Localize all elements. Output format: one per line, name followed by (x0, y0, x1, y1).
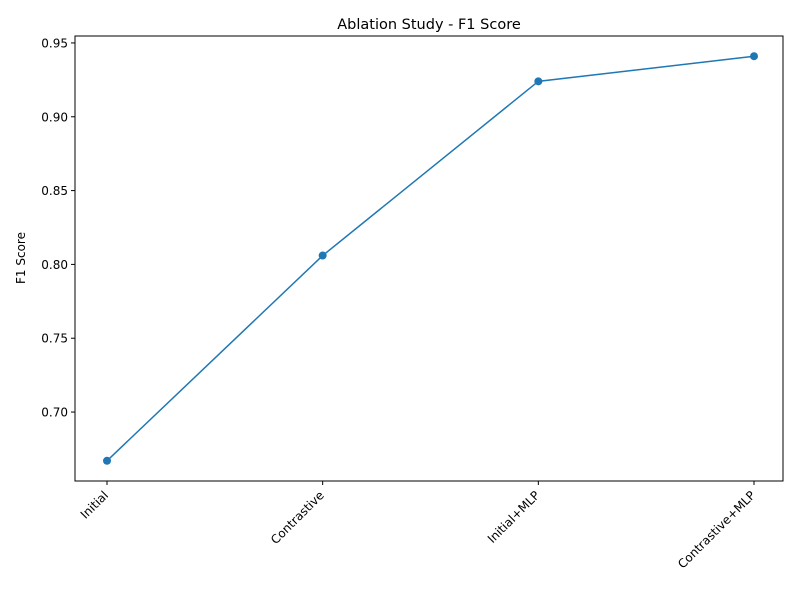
x-tick-label: Contrastive (268, 488, 327, 547)
data-point (534, 77, 543, 86)
data-point (103, 456, 111, 465)
y-tick-label: 0.90 (41, 110, 68, 124)
y-tick-label: 0.85 (41, 184, 68, 198)
y-axis: 0.70 0.75 0.80 0.85 0.90 0.95 (41, 36, 75, 420)
x-tick-label: Contrastive+MLP (675, 488, 758, 571)
y-tick-label: 0.80 (41, 258, 68, 272)
y-tick-label: 0.95 (41, 36, 68, 50)
y-tick-label: 0.75 (41, 332, 68, 346)
x-tick-label: Initial (78, 488, 111, 521)
y-tick-label: 0.70 (41, 406, 68, 420)
data-point (750, 52, 758, 61)
x-axis: Initial Contrastive Initial+MLP Contrastive… (78, 481, 758, 571)
x-tick-label: Initial+MLP (485, 488, 543, 546)
chart-title: Ablation Study - F1 Score (337, 17, 521, 33)
series-layer (103, 52, 758, 465)
series-line (106, 55, 755, 462)
data-point (318, 251, 327, 260)
plot-frame (74, 35, 784, 482)
y-axis-label: F1 Score (14, 232, 28, 284)
